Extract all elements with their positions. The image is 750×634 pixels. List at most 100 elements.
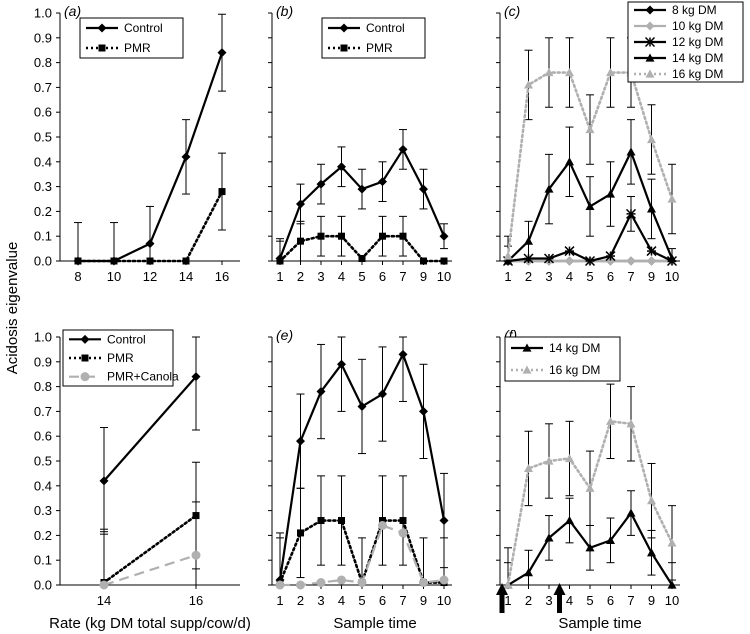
y-tick-label: 0.8	[34, 379, 52, 394]
y-tick-label: 1.0	[34, 6, 52, 21]
legend-entry: 8 kg DM	[672, 3, 717, 17]
data-point	[379, 232, 386, 240]
data-point	[337, 575, 346, 585]
data-point	[565, 157, 574, 166]
x-tick-label: 6	[607, 269, 614, 284]
data-point	[99, 580, 109, 590]
legend-marker	[644, 36, 656, 48]
x-tick-label: 4	[338, 269, 345, 284]
data-point	[667, 580, 677, 589]
data-point	[182, 257, 190, 265]
data-point	[626, 147, 636, 156]
x-tick-label: 2	[297, 593, 304, 608]
x-tick-label: 3	[545, 593, 552, 608]
data-point	[625, 208, 637, 219]
x-tick-label: 4	[338, 593, 345, 608]
data-point	[605, 251, 616, 262]
data-point	[585, 483, 595, 492]
x-tick-label: 10	[665, 593, 679, 608]
x-tick-label: 5	[586, 269, 593, 284]
x-tick-label: 9	[420, 593, 427, 608]
data-point	[297, 529, 304, 537]
x-tick-label: 8	[74, 269, 81, 284]
data-point	[585, 125, 595, 134]
legend-entry: 16 kg DM	[549, 363, 600, 377]
data-point	[218, 188, 226, 196]
data-point	[316, 179, 326, 189]
legend-entry: PMR+Canola	[107, 370, 179, 384]
data-point	[275, 580, 285, 590]
panel-label: (a)	[64, 3, 81, 19]
y-tick-label: 0.0	[34, 578, 52, 593]
data-point	[317, 517, 325, 525]
panel-label: (c)	[504, 3, 520, 19]
legend-marker	[98, 44, 106, 52]
data-point	[667, 254, 677, 263]
x-tick-label: 7	[399, 269, 406, 284]
data-point	[524, 80, 533, 89]
y-tick-label: 0.9	[34, 354, 52, 369]
data-point	[419, 406, 428, 416]
x-tick-label: 6	[379, 593, 386, 608]
data-point	[337, 162, 346, 172]
data-point	[647, 256, 656, 266]
x-tick-label: 16	[215, 269, 229, 284]
y-tick-label: 0.8	[34, 55, 52, 70]
y-tick-label: 0.2	[34, 528, 52, 543]
data-point	[217, 48, 227, 58]
data-point	[419, 578, 428, 588]
y-tick-label: 1.0	[34, 330, 52, 345]
data-point	[357, 401, 367, 411]
y-tick-label: 0.1	[34, 553, 52, 568]
data-point	[503, 251, 513, 260]
data-point	[439, 575, 449, 585]
x-tick-label: 1	[276, 593, 283, 608]
x-tick-label: 10	[665, 269, 679, 284]
data-point	[74, 257, 82, 265]
legend-entry: Control	[124, 21, 163, 35]
data-point	[110, 257, 118, 265]
data-point	[337, 359, 346, 369]
data-point	[667, 194, 677, 203]
data-point	[544, 184, 554, 193]
legend-entry: 16 kg DM	[672, 67, 723, 81]
data-point	[398, 349, 408, 359]
x-tick-label: 6	[379, 269, 386, 284]
legend-box	[321, 17, 426, 59]
data-point	[145, 239, 155, 249]
legend-marker	[97, 23, 107, 33]
y-tick-label: 0.2	[34, 204, 52, 219]
x-tick-label: 4	[566, 593, 573, 608]
series-line	[278, 519, 446, 587]
legend-entry: 14 kg DM	[549, 341, 600, 355]
x-tick-label: 7	[399, 593, 406, 608]
x-tick-label: 14	[97, 593, 111, 608]
data-point	[276, 257, 284, 265]
data-point	[565, 454, 574, 463]
x-tick-label: 3	[545, 269, 552, 284]
data-point	[565, 516, 574, 525]
data-point	[503, 580, 513, 589]
y-tick-label: 0.4	[34, 478, 52, 493]
data-point	[647, 548, 656, 557]
legend-entry: 14 kg DM	[672, 51, 723, 65]
data-point	[399, 232, 407, 240]
data-point	[357, 184, 367, 194]
legend-marker	[645, 53, 655, 62]
data-point	[338, 517, 345, 525]
data-point	[378, 389, 387, 399]
data-point	[564, 246, 575, 257]
data-point	[524, 568, 533, 577]
legend-marker	[80, 372, 90, 382]
x-tick-label: 3	[317, 593, 324, 608]
panel-label: (b)	[276, 3, 293, 19]
y-tick-label: 0.0	[34, 254, 52, 269]
data-point	[297, 237, 304, 245]
data-point	[296, 199, 305, 209]
data-point	[439, 231, 449, 241]
data-point	[565, 68, 574, 77]
legend-entry: 12 kg DM	[672, 35, 723, 49]
x-tick-label: 2	[525, 593, 532, 608]
data-point	[647, 496, 656, 505]
